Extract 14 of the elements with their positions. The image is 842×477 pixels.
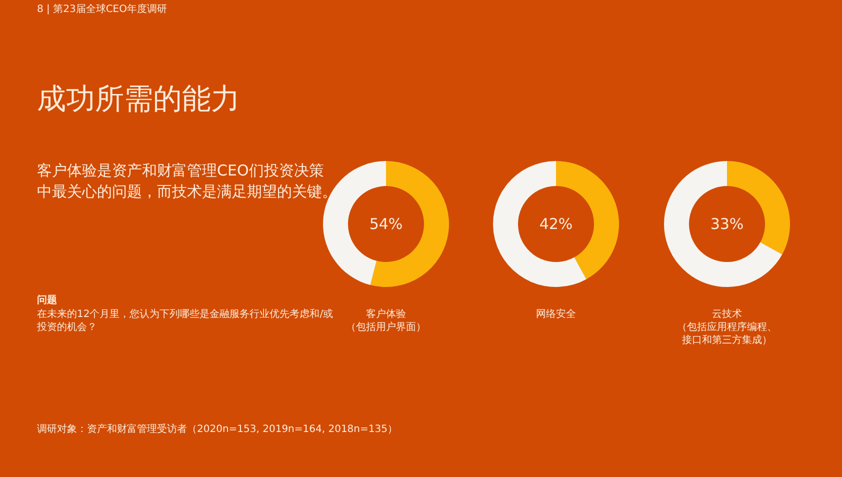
- text: 网络安全: [536, 308, 576, 320]
- text: （包括应用程序编程、接口和第三方集成）: [677, 321, 777, 346]
- text: 调研对象：资产和财富管理受访者（2020n=153, 2019n=164, 2018n=135）: [37, 423, 398, 435]
- text: 客户体验: [366, 308, 406, 320]
- text: 问题: [37, 294, 57, 306]
- data-label: 33%: [710, 215, 744, 233]
- text: 云技术: [712, 308, 742, 320]
- data-label: 54%: [369, 215, 403, 233]
- text: （包括用户界面）: [346, 321, 426, 333]
- text: 8 | 第23届全球CEO年度调研: [37, 3, 167, 15]
- text: 成功所需的能力: [37, 82, 240, 116]
- data-label: 42%: [539, 215, 573, 233]
- text: 客户体验是资产和财富管理CEO们投资决策中最关心的问题，而技术是满足期望的关键。: [37, 162, 337, 200]
- text: 在未来的12个月里，您认为下列哪些是金融服务行业优先考虑和/或投资的机会？: [36, 308, 334, 333]
